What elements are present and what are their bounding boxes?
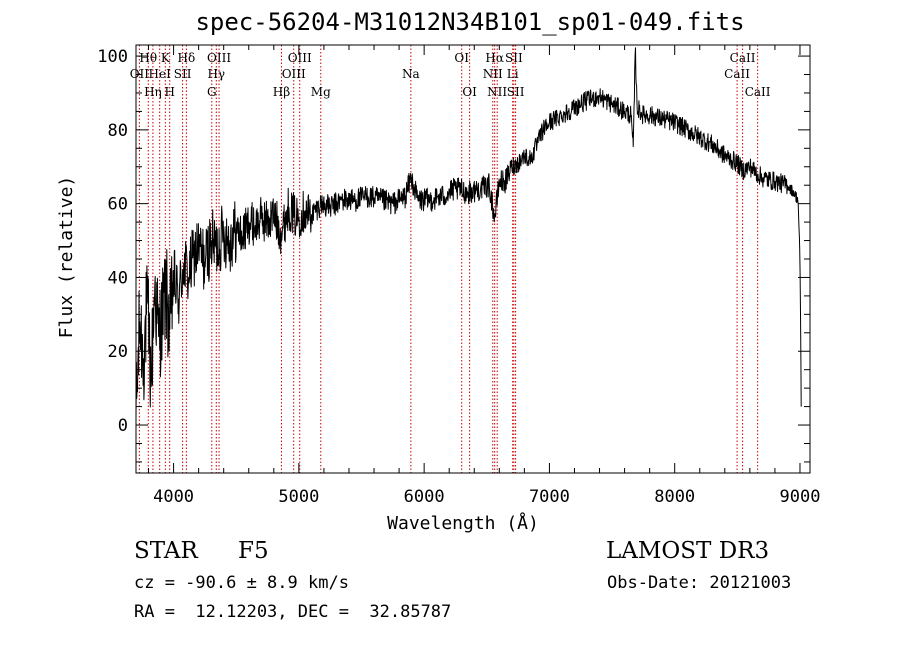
redshift-cz: cz = -90.6 ± 8.9 km/s [134, 573, 349, 593]
line-label-Li: Li [507, 67, 519, 81]
line-label-Mg: Mg [311, 85, 331, 99]
y-tick-label: 80 [108, 121, 128, 141]
line-label-OI-6363: OI [462, 85, 477, 99]
x-tick-label: 6000 [404, 487, 445, 507]
axis-ticks [136, 45, 810, 473]
line-label-SII-6716: SII [505, 51, 523, 65]
x-tick-label: 9000 [780, 487, 821, 507]
line-label-SII-6730: SII [507, 85, 525, 99]
line-label-H-beta: Hβ [273, 85, 290, 99]
axes-frame [135, 44, 811, 474]
line-label-CaII-8542: CaII [730, 51, 756, 65]
observation-date: Obs-Date: 20121003 [607, 573, 792, 593]
line-label-CaII-8662: CaII [745, 85, 771, 99]
line-label-OI-6300: OI [454, 51, 469, 65]
line-label-OIII-4363: OIII [207, 51, 231, 65]
line-label-H-gamma: Hγ [207, 67, 225, 81]
object-type: STAR [134, 538, 198, 564]
y-tick-label: 20 [108, 342, 128, 362]
y-tick-label: 0 [118, 416, 128, 436]
survey-name: LAMOST DR3 [606, 538, 770, 564]
line-label-NII-6583: NII [487, 85, 507, 99]
line-label-H-delta: Hδ [178, 51, 196, 65]
line-label-NII-6548: NII [483, 67, 503, 81]
chart-title: spec-56204-M31012N34B101_sp01-049.fits [195, 8, 745, 36]
line-label-H-eta: Hη [144, 85, 162, 99]
y-tick-label: 60 [108, 195, 128, 215]
line-label-H: H [164, 85, 174, 99]
line-label-OIII-4959: OIII [282, 67, 306, 81]
line-marker-labels: OIIHθHηHeIKHSIIHδGHγOIIIHβOIIIOIIIMgNaOI… [130, 51, 771, 99]
ra-dec-coordinates: RA = 12.12203, DEC = 32.85787 [134, 602, 452, 622]
x-tick-label: 5000 [278, 487, 319, 507]
y-tick-label: 40 [108, 268, 128, 288]
line-label-H-theta: Hθ [139, 51, 157, 65]
x-tick-label: 8000 [654, 487, 695, 507]
y-tick-label: 100 [97, 47, 128, 67]
line-label-OII: OII [130, 67, 150, 81]
line-label-K: K [161, 51, 171, 65]
y-axis-label: Flux (relative) [56, 176, 77, 339]
line-label-H-alpha: Hα [485, 51, 504, 65]
line-label-HeI: HeI [149, 67, 172, 81]
axis-tick-labels: 4000 5000 6000 7000 8000 9000 0 20 40 60 80 100 [97, 47, 820, 507]
line-label-SII-4072: SII [174, 67, 192, 81]
line-label-G: G [207, 85, 217, 99]
spectrum-line [135, 47, 802, 418]
x-axis-label: Wavelength (Å) [387, 512, 539, 534]
object-class: F5 [238, 538, 269, 564]
x-tick-label: 4000 [153, 487, 194, 507]
line-label-Na: Na [402, 67, 420, 81]
line-label-OIII-5007: OIII [288, 51, 312, 65]
line-label-CaII-8498: CaII [724, 67, 750, 81]
x-tick-label: 7000 [529, 487, 570, 507]
